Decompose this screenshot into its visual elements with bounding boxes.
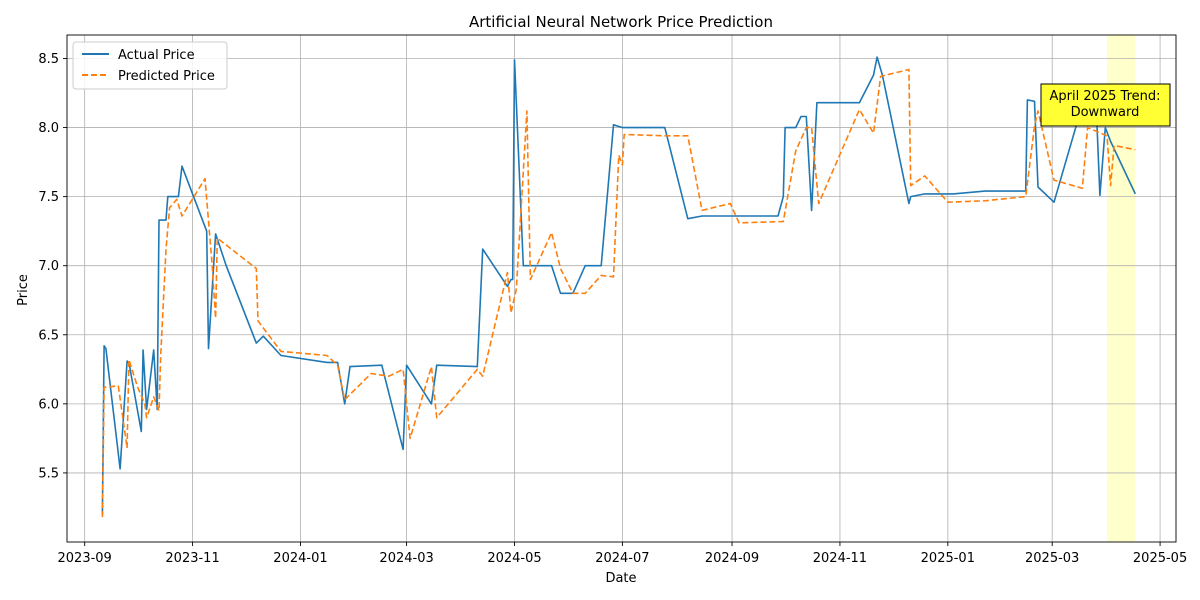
x-tick-label: 2025-03 <box>1025 551 1079 566</box>
axes-frame <box>66 34 1177 543</box>
legend-box <box>72 41 228 90</box>
y-tick-label: 7.5 <box>38 190 59 205</box>
legend-label-actual-price: Actual Price <box>118 48 195 63</box>
annotation-line-2: Downward <box>1071 105 1140 120</box>
y-tick-label: 5.5 <box>38 466 59 481</box>
annotation-box <box>1040 83 1171 127</box>
y-tick-label: 6.5 <box>38 328 59 343</box>
x-axis-title: Date <box>605 571 636 586</box>
y-tick-label: 7.0 <box>38 259 59 274</box>
x-tick-label: 2023-11 <box>165 551 219 566</box>
x-tick-label: 2024-05 <box>487 551 541 566</box>
x-tick-label: 2024-07 <box>595 551 649 566</box>
chart-title: Artificial Neural Network Price Predicti… <box>469 13 773 31</box>
x-tick-label: 2023-09 <box>58 551 112 566</box>
y-tick-label: 8.5 <box>38 52 59 67</box>
y-tick-label: 8.0 <box>38 121 59 136</box>
x-tick-label: 2024-01 <box>273 551 327 566</box>
x-tick-label: 2024-11 <box>813 551 867 566</box>
annotation-line-1: April 2025 Trend: <box>1049 89 1160 104</box>
legend-label-predicted-price: Predicted Price <box>118 69 215 84</box>
legend: Actual Price Predicted Price <box>72 41 228 90</box>
x-tick-label: 2024-09 <box>705 551 759 566</box>
trend-annotation: April 2025 Trend: Downward <box>1040 83 1171 127</box>
series-line-predicted-price <box>101 68 1136 518</box>
x-tick-label: 2025-05 <box>1133 551 1187 566</box>
series-line-actual-price <box>101 56 1137 515</box>
y-axis-title: Price <box>16 274 31 306</box>
x-tick-label: 2025-01 <box>921 551 975 566</box>
x-tick-label: 2024-03 <box>379 551 433 566</box>
y-tick-label: 6.0 <box>38 397 59 412</box>
